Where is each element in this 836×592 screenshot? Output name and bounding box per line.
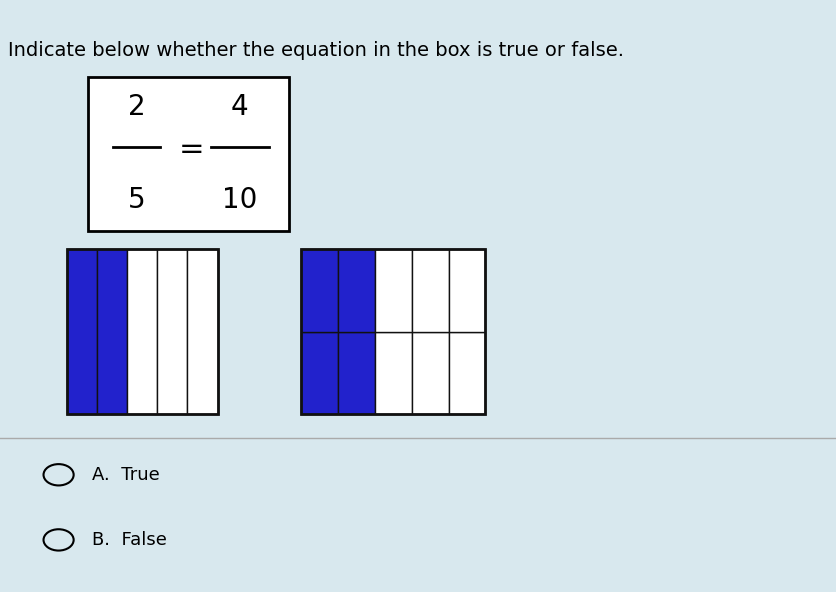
Bar (127, 249, 157, 414)
Bar (338, 249, 375, 332)
Text: A.  True: A. True (92, 466, 160, 484)
Bar (448, 249, 485, 332)
Bar (67, 249, 97, 414)
Bar (338, 332, 375, 414)
Bar (67, 249, 217, 414)
Bar (411, 332, 448, 414)
Text: =: = (179, 135, 205, 163)
Text: 2: 2 (128, 94, 145, 121)
Text: 5: 5 (128, 186, 145, 214)
Bar (375, 249, 411, 332)
Text: Indicate below whether the equation in the box is true or false.: Indicate below whether the equation in t… (8, 41, 624, 60)
Text: 4: 4 (231, 94, 248, 121)
Bar (411, 249, 448, 332)
Text: 10: 10 (222, 186, 257, 214)
Bar (448, 332, 485, 414)
Text: B.  False: B. False (92, 531, 166, 549)
Bar (157, 249, 187, 414)
Bar (301, 249, 485, 414)
Bar (301, 249, 338, 332)
Bar (187, 249, 217, 414)
Bar (301, 332, 338, 414)
FancyBboxPatch shape (88, 77, 288, 231)
Bar (375, 332, 411, 414)
Bar (97, 249, 127, 414)
